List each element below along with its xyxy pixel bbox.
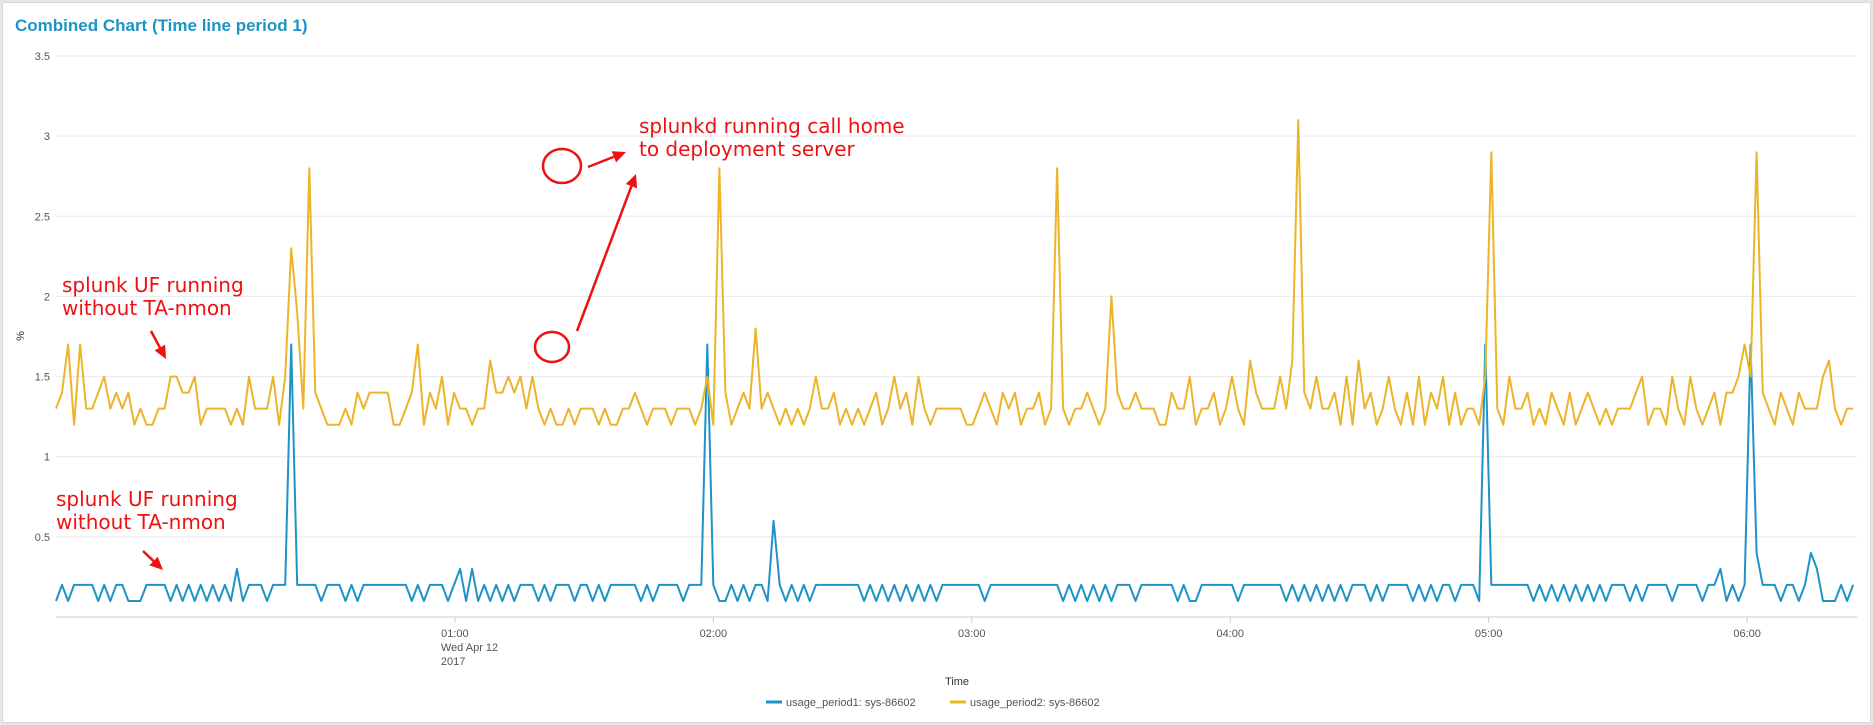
y-tick-label: 1.5	[35, 372, 50, 384]
x-axis: 01:00 Wed Apr 12 2017 02:00 03:00 04:00 05:00 0…	[441, 617, 1761, 668]
legend-label-1[interactable]: usage_period1: sys-86602	[786, 697, 916, 709]
arrow-period2-note	[149, 330, 166, 359]
annotation-text-3: without TA-nmon	[56, 510, 226, 534]
highlight-circle-base	[533, 330, 571, 364]
x-tick-label: 04:00	[1216, 628, 1244, 640]
x-tick-label: 05:00	[1475, 628, 1503, 640]
x-axis-title: Time	[945, 676, 969, 688]
series-line-1	[55, 343, 1855, 602]
x-tick-label: 03:00	[958, 628, 986, 640]
y-axis-title: %	[15, 331, 27, 341]
annotation-text-3: splunk UF running	[56, 487, 238, 511]
highlight-circle-peak	[541, 147, 583, 185]
annotation-text-1: to deployment server	[639, 137, 856, 161]
x-tick-label: 01:00	[441, 628, 469, 640]
legend-label-2[interactable]: usage_period2: sys-86602	[970, 697, 1100, 709]
y-tick-label: 2	[44, 291, 50, 303]
panel-title: Combined Chart (Time line period 1)	[15, 16, 308, 35]
arrow-period1-note	[142, 550, 163, 570]
arrow-from-base-circle	[575, 174, 638, 332]
legend: usage_period1: sys-86602 usage_period2: s…	[766, 697, 1100, 709]
x-tick-label: 02:00	[700, 628, 728, 640]
annotation-text-1: splunkd running call home	[639, 114, 905, 138]
y-tick-label: 3.5	[35, 51, 50, 63]
arrow-to-peak-label	[587, 151, 626, 169]
y-tick-label: 1	[44, 452, 50, 464]
annotation-text-2: splunk UF running	[62, 273, 244, 297]
y-tick-label: 0.5	[35, 532, 50, 544]
x-tick-label: 06:00	[1733, 628, 1761, 640]
grid-lines	[56, 55, 1857, 538]
x-tick-label: 2017	[441, 656, 465, 668]
y-tick-label: 2.5	[35, 211, 50, 223]
y-tick-label: 3	[44, 131, 50, 143]
series-line-2	[55, 119, 1854, 426]
y-axis: 0.5 1 1.5 2 2.5 3 3.5	[35, 51, 50, 544]
x-tick-label: Wed Apr 12	[441, 642, 498, 654]
series-group	[55, 119, 1855, 602]
annotation-text-2: without TA-nmon	[62, 296, 232, 320]
